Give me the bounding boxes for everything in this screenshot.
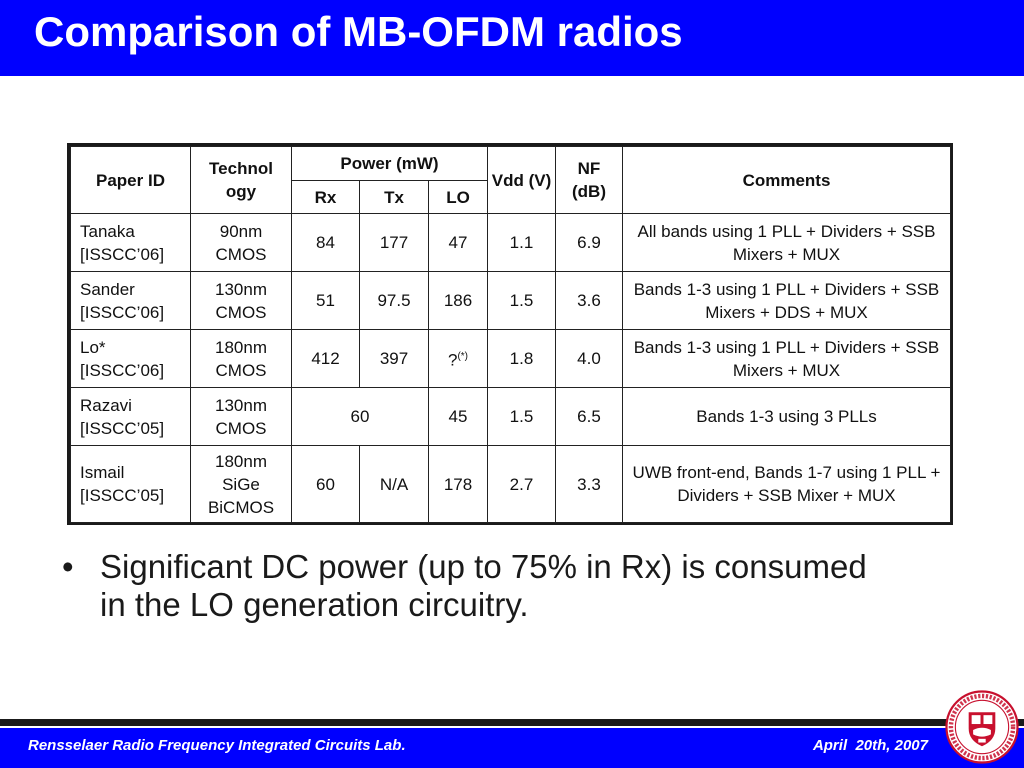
cell-technology: 130nm CMOS <box>190 271 292 330</box>
slide-title: Comparison of MB-OFDM radios <box>34 8 683 55</box>
header-vdd: Vdd (V) <box>487 146 556 214</box>
comparison-table-frame: Paper ID Technol ogy Power (mW) Vdd (V) … <box>67 143 953 525</box>
cell-vdd: 1.8 <box>487 329 556 388</box>
cell-lo: 186 <box>428 271 488 330</box>
header-comments: Comments <box>622 146 951 214</box>
cell-tx: N/A <box>359 445 429 523</box>
header-rx: Rx <box>291 180 360 214</box>
cell-lo: ?(*) <box>428 329 488 388</box>
cell-rx: 51 <box>291 271 360 330</box>
rensselaer-seal-logo <box>945 690 1019 764</box>
table-header-row: Paper ID Technol ogy Power (mW) Vdd (V) … <box>70 146 951 214</box>
table-row: Razavi [ISSCC’05] 130nm CMOS 60 45 1.5 6… <box>70 387 951 446</box>
bullet-symbol: • <box>62 548 74 585</box>
cell-comments: UWB front-end, Bands 1-7 using 1 PLL + D… <box>622 445 951 523</box>
cell-paper-id: Ismail [ISSCC’05] <box>70 445 191 523</box>
table-subheader-row: Rx Tx LO <box>71 180 951 214</box>
cell-technology: 90nm CMOS <box>190 213 292 272</box>
cell-nf: 6.5 <box>555 387 623 446</box>
cell-comments: Bands 1-3 using 1 PLL + Dividers + SSB M… <box>622 329 951 388</box>
cell-paper-id: Lo* [ISSCC’06] <box>70 329 191 388</box>
footer-lab-name: Rensselaer Radio Frequency Integrated Ci… <box>28 737 406 754</box>
cell-lo: 47 <box>428 213 488 272</box>
footer-date: April 20th, 2007 <box>812 737 928 754</box>
cell-rx: 84 <box>291 213 360 272</box>
comparison-table: Paper ID Technol ogy Power (mW) Vdd (V) … <box>70 146 951 523</box>
table-row: Tanaka [ISSCC’06] 90nm CMOS 84 177 47 1.… <box>70 213 951 272</box>
header-paper-id: Paper ID <box>70 146 191 214</box>
cell-vdd: 2.7 <box>487 445 556 523</box>
cell-rx: 412 <box>291 329 360 388</box>
cell-paper-id: Tanaka [ISSCC’06] <box>70 213 191 272</box>
cell-vdd: 1.1 <box>487 213 556 272</box>
cell-comments: Bands 1-3 using 3 PLLs <box>622 387 951 446</box>
footer-rule <box>0 719 1024 726</box>
header-power: Power (mW) <box>291 146 488 181</box>
cell-lo-value: ? <box>447 350 458 370</box>
cell-rx: 60 <box>291 445 360 523</box>
cell-lo: 45 <box>428 387 488 446</box>
footer-band <box>0 728 1024 768</box>
cell-lo: 178 <box>428 445 488 523</box>
header-technology: Technol ogy <box>190 146 292 214</box>
cell-nf: 6.9 <box>555 213 623 272</box>
table-row: Sander [ISSCC’06] 130nm CMOS 51 97.5 186… <box>70 271 951 330</box>
cell-comments: Bands 1-3 using 1 PLL + Dividers + SSB M… <box>622 271 951 330</box>
cell-comments: All bands using 1 PLL + Dividers + SSB M… <box>622 213 951 272</box>
cell-lo-footnote: (*) <box>457 351 469 363</box>
title-bar: Comparison of MB-OFDM radios <box>0 0 1024 76</box>
cell-vdd: 1.5 <box>487 387 556 446</box>
header-nf: NF (dB) <box>555 146 623 214</box>
cell-technology: 180nm CMOS <box>190 329 292 388</box>
header-tx: Tx <box>359 180 429 214</box>
header-lo: LO <box>428 180 488 214</box>
cell-technology: 180nm SiGe BiCMOS <box>190 445 292 523</box>
bullet-text: Significant DC power (up to 75% in Rx) i… <box>100 548 867 623</box>
cell-vdd: 1.5 <box>487 271 556 330</box>
cell-nf: 3.6 <box>555 271 623 330</box>
cell-nf: 3.3 <box>555 445 623 523</box>
cell-nf: 4.0 <box>555 329 623 388</box>
cell-tx: 397 <box>359 329 429 388</box>
cell-tx: 177 <box>359 213 429 272</box>
table-row: Lo* [ISSCC’06] 180nm CMOS 412 397 ?(*) 1… <box>70 329 951 388</box>
cell-paper-id: Razavi [ISSCC’05] <box>70 387 191 446</box>
cell-tx: 97.5 <box>359 271 429 330</box>
table-row: Ismail [ISSCC’05] 180nm SiGe BiCMOS 60 N… <box>70 445 951 523</box>
cell-technology: 130nm CMOS <box>190 387 292 446</box>
cell-paper-id: Sander [ISSCC’06] <box>70 271 191 330</box>
cell-rx-tx-combined: 60 <box>291 387 429 446</box>
